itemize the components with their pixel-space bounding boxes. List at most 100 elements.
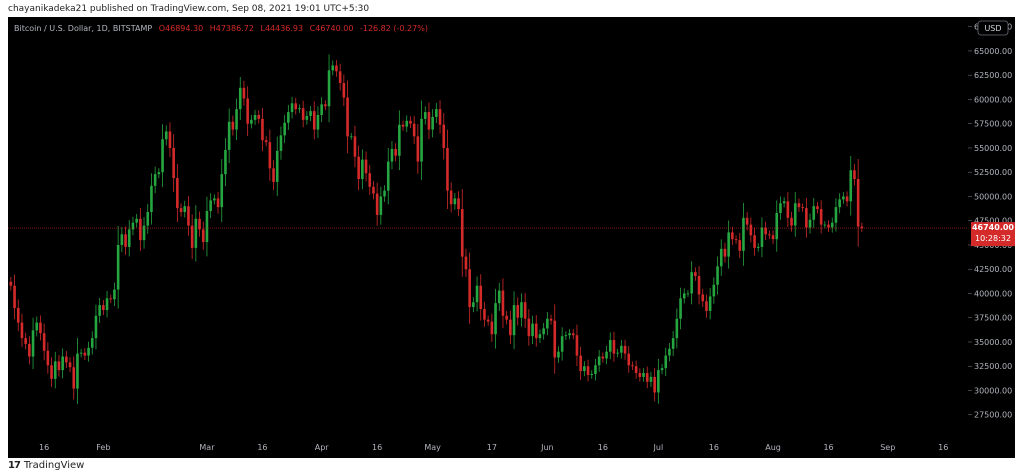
y-tick-label: 62500.00 [974,71,1012,80]
candle-body [342,82,346,98]
x-tick-label: 16 [938,443,948,452]
candle-body [409,120,412,124]
candle-body [716,266,719,285]
candle-body [657,370,660,393]
candle-body [668,348,671,356]
candle-body [786,201,790,218]
candle-body [771,235,775,240]
candle-body [124,234,127,247]
candle-body [287,112,290,123]
candle-body [756,246,760,248]
candle-body [405,120,409,127]
legend-l-label: L [260,24,265,33]
candle-body [79,352,83,354]
candle-body [261,118,264,141]
x-tick-label: Feb [96,443,110,452]
candle-body [734,239,738,241]
candle-body [90,338,94,348]
candle-body [675,318,679,339]
candle-body [579,355,582,372]
candle-body [793,203,797,226]
y-tick-label: 65000.00 [974,47,1012,56]
candle-body [812,206,816,220]
candle-body [201,229,205,243]
candle-body [594,365,597,375]
candle-body [612,340,616,354]
y-tick-label: 50000.00 [974,192,1012,201]
candle-body [238,87,242,110]
candle-body [679,298,682,319]
candle-body [353,136,357,157]
candle-body [623,345,627,354]
candle-body [146,211,150,226]
candle-body [139,218,142,241]
chart-area[interactable]: 27500.00 30000.00 32500.00 35000.00 37500.00… [8,17,1015,458]
candle-body [76,353,79,389]
candle-body [649,376,653,382]
candle-body [216,198,220,208]
candle-body [849,170,853,202]
candle-body [28,343,31,357]
candle-body [560,336,564,352]
candle-body [460,209,464,257]
candle-body [224,149,227,175]
candle-body [745,217,749,225]
candle-body [357,156,360,180]
currency-box[interactable]: USD [977,20,1009,36]
candle-body [9,281,13,286]
candle-body [549,318,553,321]
candle-body [50,365,53,379]
candle-body [827,224,830,228]
y-tick-label: 42500.00 [974,265,1012,274]
candle-body [453,198,457,205]
candle-body [65,356,68,363]
candle-body [283,122,286,136]
candle-body [801,207,804,209]
candle-body [583,366,586,372]
candle-body [250,119,253,124]
candle-body [627,353,631,366]
candle-body [690,272,693,294]
x-tick-label: 17 [487,443,497,452]
candle-body [102,305,105,310]
candle-body [231,121,235,130]
candle-body [527,318,531,337]
candle-body [490,321,494,335]
candle-body [708,296,712,311]
x-tick-label: Apr [315,443,330,452]
candlestick-chart[interactable]: 27500.00 30000.00 32500.00 35000.00 37500.00… [8,17,1015,458]
candle-body [131,222,135,230]
y-tick-label: 47500.00 [974,217,1012,226]
candle-body [42,333,46,351]
candle-body [638,373,642,377]
candle-body [205,211,209,243]
legend-symbol: Bitcoin / U.S. Dollar, 1D, BITSTAMP [14,24,152,33]
candle-body [660,368,664,371]
candle-body [168,131,172,148]
x-tick-label: 16 [598,443,608,452]
candle-body [705,301,708,311]
candle-body [209,200,212,212]
candle-body [183,206,187,212]
candle-body [257,114,261,119]
candle-body [301,108,305,120]
candle-body [39,322,42,334]
candle-body [379,196,383,215]
legend-h-value: 47386.72 [216,24,254,33]
candle-body [87,347,90,356]
legend-o-value: 46894.30 [165,24,203,33]
candle-body [634,366,638,374]
candle-body [309,111,312,116]
legend-change: -126.82 (-0.27%) [360,24,428,33]
candle-body [172,147,175,179]
candle-body [176,178,179,209]
candle-body [753,235,756,248]
candle-body [320,104,323,115]
candle-body [120,234,124,245]
x-tick-label: Jun [540,443,554,452]
x-tick-label: May [424,443,441,452]
candle-body [213,198,216,201]
candle-body [72,367,76,389]
footer-brand[interactable]: 17 TradingView [8,460,84,471]
candle-body [601,356,605,359]
